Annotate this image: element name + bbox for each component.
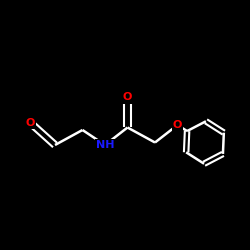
Text: O: O xyxy=(173,120,182,130)
Text: O: O xyxy=(25,118,35,128)
Text: NH: NH xyxy=(96,140,114,150)
Text: O: O xyxy=(123,92,132,102)
